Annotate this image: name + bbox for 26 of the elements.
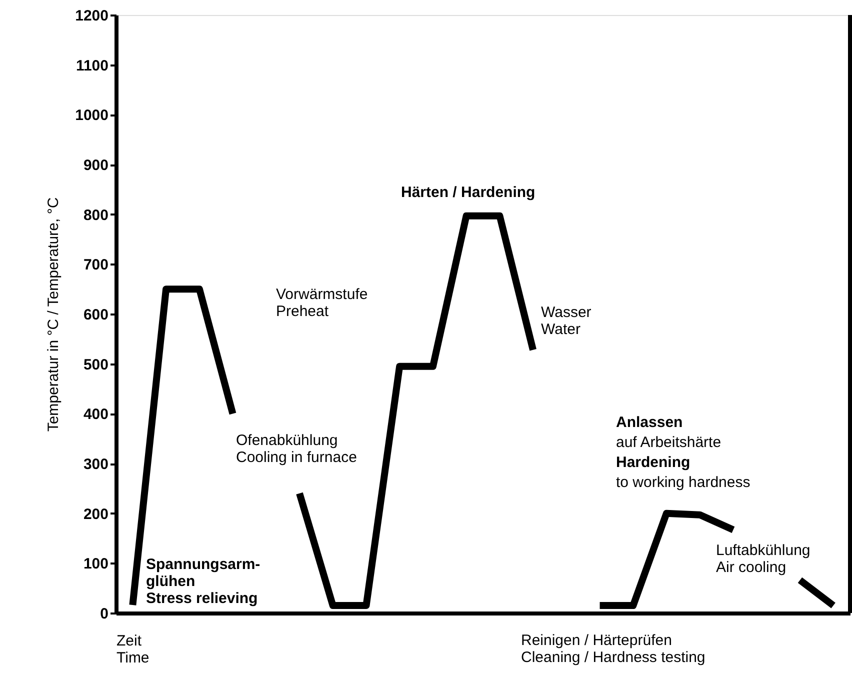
- y-tick-label: 300: [83, 456, 108, 473]
- y-tick-label: 100: [83, 556, 108, 573]
- y-tick-label: 800: [83, 206, 108, 224]
- y-tick-label: 400: [83, 406, 108, 424]
- annotation: Hardening: [616, 454, 690, 471]
- text: Reinigen / Härteprüfen Cleaning / Hardness testing: [521, 632, 706, 666]
- annotation: Härten / Hardening: [401, 184, 536, 201]
- annotation: Anlassen: [616, 414, 683, 431]
- annotation: Wasser Water: [541, 304, 592, 338]
- y-tick-label: 200: [83, 506, 108, 523]
- y-tick-label: 0: [100, 606, 108, 622]
- annotation: Ofenabkühlung Cooling in furnace: [236, 432, 357, 466]
- y-tick-label: 900: [83, 157, 108, 174]
- annotation: Vorwärmstufe Preheat: [276, 286, 368, 320]
- annotation: auf Arbeitshärte: [616, 434, 722, 451]
- y-tick-label: 1000: [75, 107, 108, 124]
- annotation: Spannungsarm- glühen Stress relieving: [146, 556, 260, 607]
- y-tick-label: 700: [83, 256, 108, 274]
- y-tick-label: 600: [83, 306, 108, 324]
- y-tick-label: 1100: [76, 57, 108, 74]
- y-tick-label: 1200: [75, 8, 108, 24]
- y-tick-label: 500: [83, 356, 108, 374]
- y-axis-title: Temperatur in °C / Temperature, °C: [45, 197, 62, 432]
- x-axis-title: Zeit Time: [116, 632, 150, 666]
- annotation: Luftabkühlung Air cooling: [716, 542, 810, 576]
- annotation: to working hardness: [616, 474, 750, 491]
